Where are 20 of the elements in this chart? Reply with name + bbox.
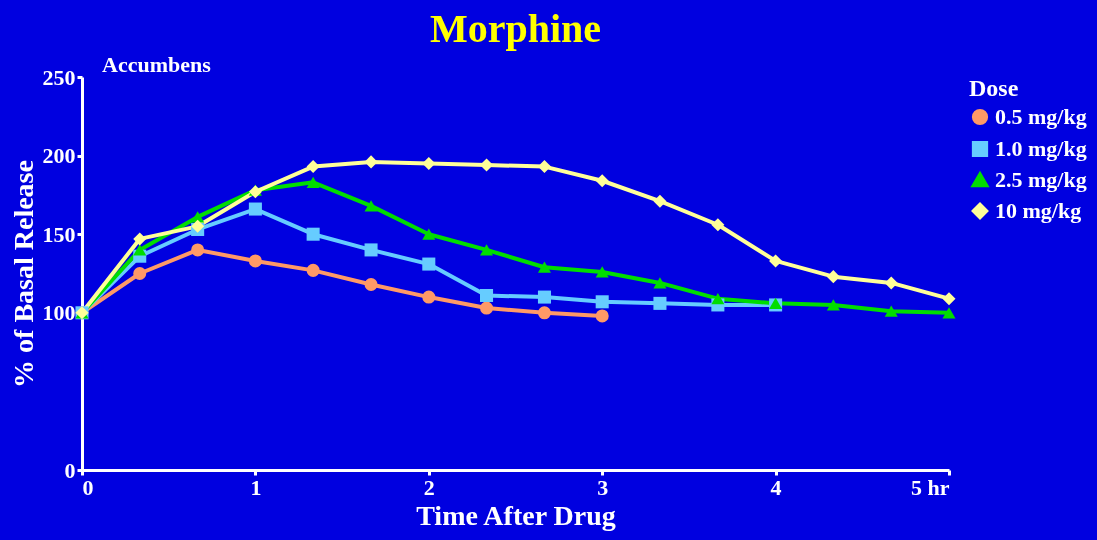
x-axis-title: Time After Drug <box>416 499 616 531</box>
legend-label: 2.5 mg/kg <box>995 167 1087 192</box>
y-tick-label: 250 <box>42 64 76 90</box>
x-tick-label: 5 hr <box>911 474 950 500</box>
x-tick-label: 4 <box>770 474 782 500</box>
x-tick-label: 2 <box>423 474 435 500</box>
y-axis-title: % of Basal Release <box>7 160 39 388</box>
y-tick-label: 0 <box>64 457 76 483</box>
legend-label: 10 mg/kg <box>995 198 1082 223</box>
x-tick-label: 3 <box>597 474 609 500</box>
x-tick-label: 0 <box>82 474 94 500</box>
legend-title: Dose <box>969 75 1019 101</box>
x-tick-label: 1 <box>250 474 262 500</box>
chart-title: Morphine <box>429 6 602 51</box>
y-tick-label: 200 <box>42 143 76 169</box>
y-tick-label: 100 <box>42 300 76 326</box>
legend-label: 0.5 mg/kg <box>995 104 1087 129</box>
y-tick-label: 150 <box>42 221 76 247</box>
legend-label: 1.0 mg/kg <box>995 136 1087 161</box>
text: Accumbens <box>102 52 212 77</box>
